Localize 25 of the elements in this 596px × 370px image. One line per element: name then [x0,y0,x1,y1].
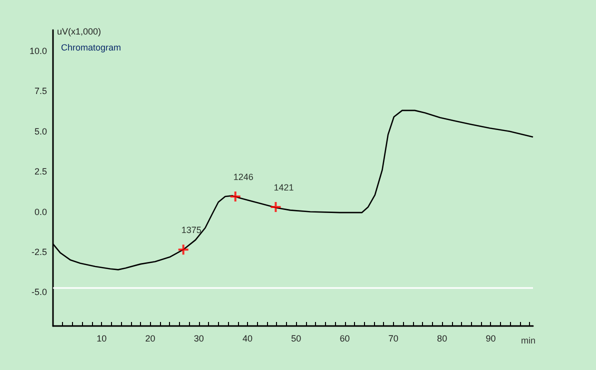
point [177,244,190,256]
y-tick-label: 10.0 [29,46,47,56]
annotation: 1246 [233,172,254,182]
x-tick-label: 30 [194,334,204,344]
point [229,190,242,202]
y-tick-label: 5.0 [34,126,47,136]
x-tick-label: 50 [291,334,302,344]
y-tick-label: 2.5 [34,166,47,177]
x-tick-label: 10 [96,334,107,344]
text: Chromatogram [61,42,122,52]
x-tick-label: 70 [388,334,398,344]
x-tick-label: 90 [486,334,496,344]
annotation: 1421 [274,182,294,192]
y-tick-label: 7.5 [34,86,47,96]
annotation: 1375 [181,225,202,236]
x-tick-label: 60 [340,334,350,344]
point [270,200,282,213]
x-tick-label: 40 [242,334,253,344]
y-axis-title: uV(x1,000) [57,26,102,36]
x-axis-title: min [521,336,536,346]
y-tick-label: -2.5 [31,247,47,257]
x-tick-label: 20 [145,334,156,344]
y-tick-label: 0.0 [34,206,47,217]
y-tick-label: -5.0 [31,287,47,298]
x-tick-label: 80 [437,334,448,344]
